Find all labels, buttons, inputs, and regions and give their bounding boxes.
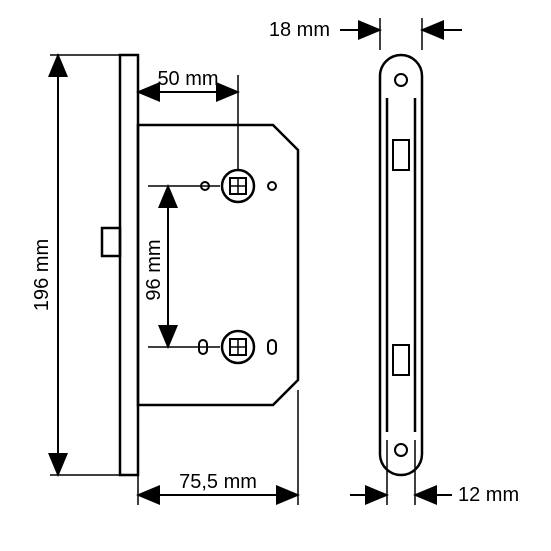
lock-technical-drawing: 196 mm 50 mm 96 mm 75,5 mm 18 mm 12 mm: [0, 0, 551, 551]
dim-label-96: 96 mm: [143, 239, 165, 300]
dimension-196mm: 196 mm: [31, 55, 120, 475]
fixing-hole-tr: [268, 182, 276, 190]
dimension-96mm: 96 mm: [143, 186, 220, 347]
dim-label-50: 50 mm: [157, 68, 218, 90]
screw-hole-top: [395, 74, 407, 86]
fixing-slot-br: [268, 340, 276, 354]
dimension-12mm: 12 mm: [350, 440, 519, 506]
dimension-18mm: 18 mm: [269, 18, 462, 50]
dimension-75-5mm: 75,5 mm: [138, 390, 298, 505]
faceplate: [120, 55, 138, 475]
screw-hole-bottom: [395, 444, 407, 456]
slot-top: [393, 140, 409, 170]
slot-bottom: [393, 345, 409, 375]
dim-label-196: 196 mm: [31, 239, 53, 311]
dim-label-75-5: 75,5 mm: [179, 471, 257, 493]
dim-label-12: 12 mm: [458, 484, 519, 506]
latch-bolt: [102, 228, 120, 256]
dim-label-18: 18 mm: [269, 19, 330, 41]
front-view: [102, 55, 298, 475]
dimension-50mm: 50 mm: [138, 68, 238, 170]
side-view: [380, 55, 422, 475]
